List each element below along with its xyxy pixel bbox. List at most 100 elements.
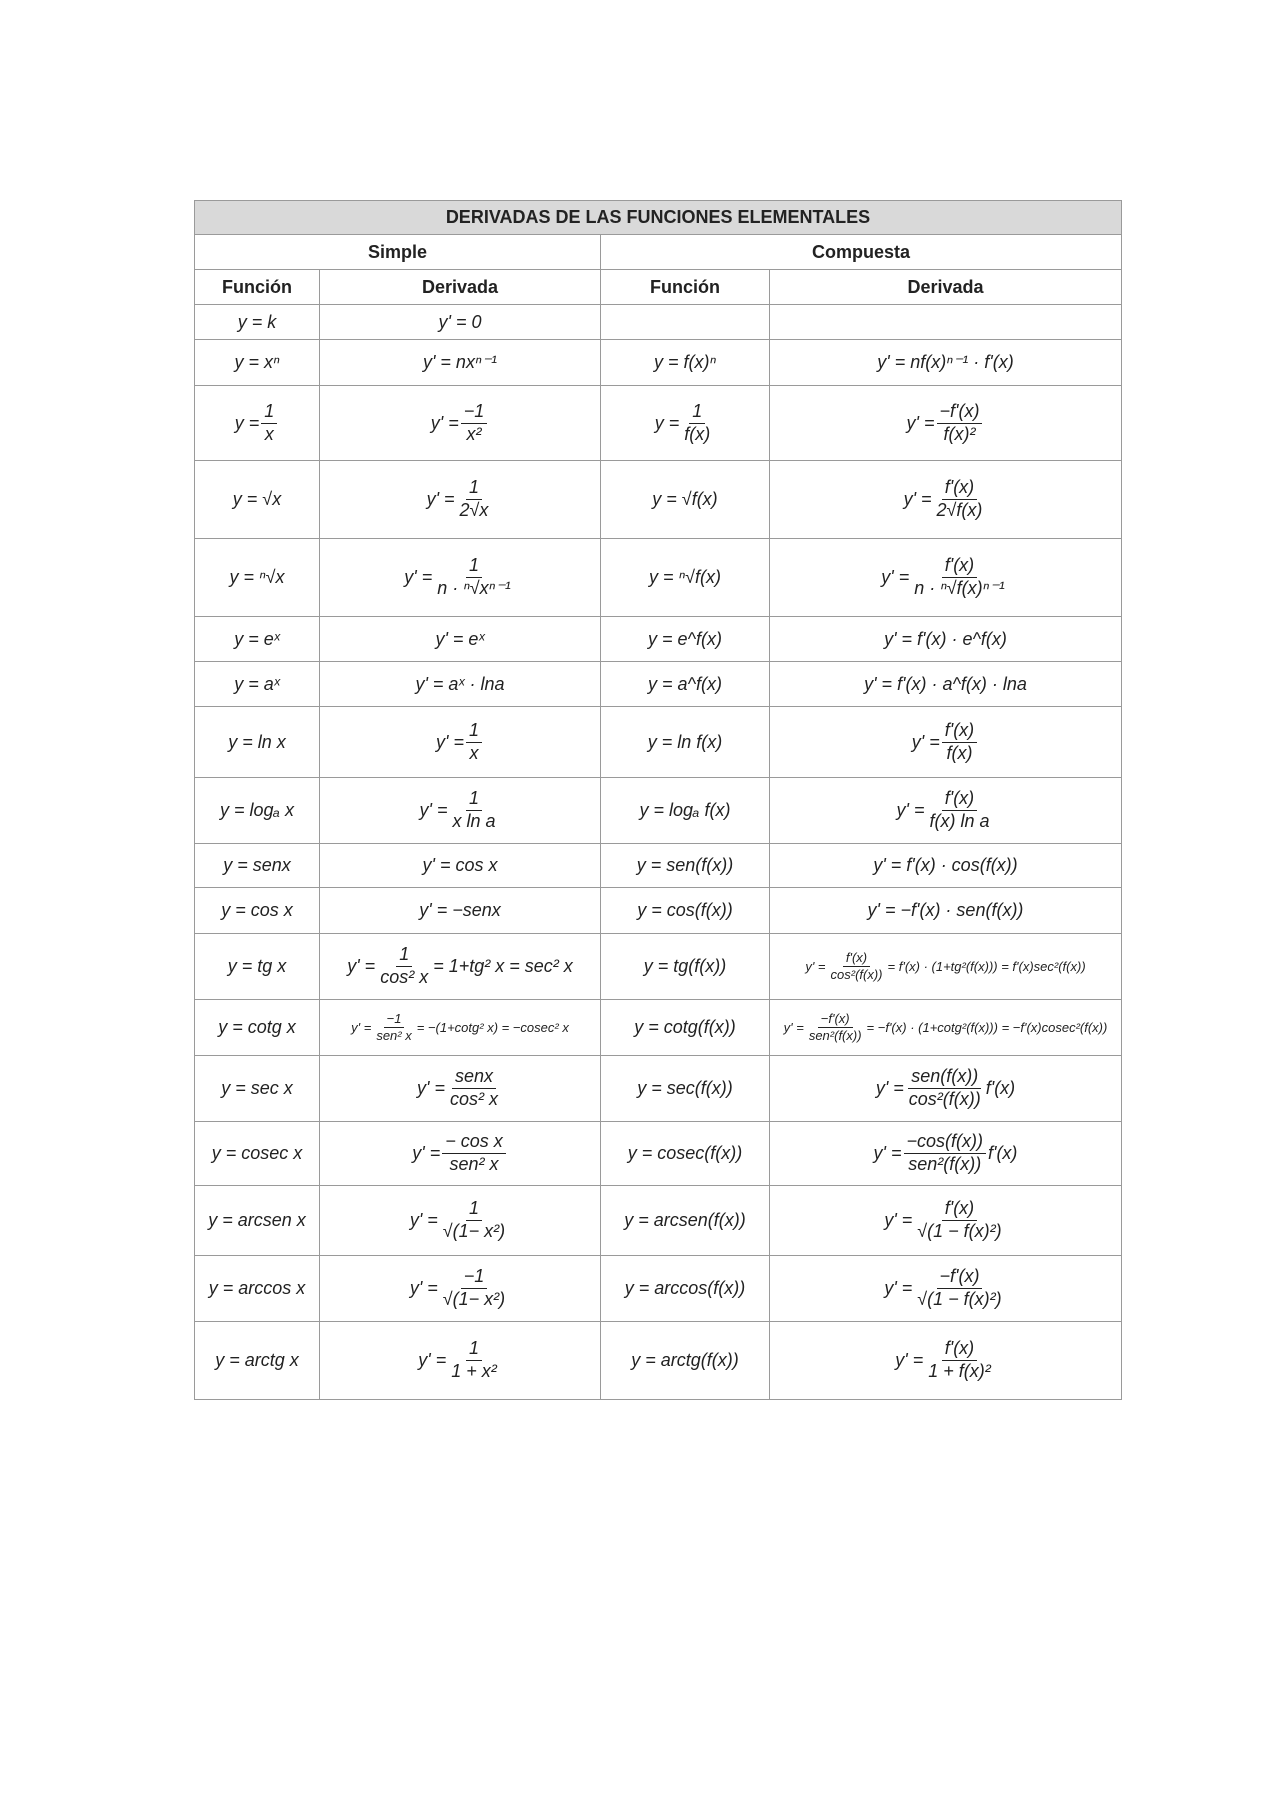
numerator: f'(x) xyxy=(941,788,978,811)
formula: y' = senx cos² x xyxy=(417,1066,503,1110)
formula: y = arctg(f(x)) xyxy=(631,1350,739,1371)
cell-simple-funcion: y = aˣ xyxy=(194,661,320,707)
cell-compuesta-derivada: y' = f'(x) √(1 − f(x)²) xyxy=(769,1185,1122,1256)
formula: y = xⁿ xyxy=(234,352,279,373)
denominator: f(x) ln a xyxy=(929,811,990,831)
formula-lhs: y = ⁿ√f(x) xyxy=(649,567,721,587)
cell-compuesta-funcion: y = sec(f(x)) xyxy=(600,1055,770,1122)
formula-lhs: y' = xyxy=(895,1350,924,1370)
formula: y' = cos x xyxy=(423,855,498,876)
formula: y = a^f(x) xyxy=(648,674,722,695)
formula-lhs: y = cosec(f(x)) xyxy=(627,1143,743,1163)
table-row: y = cotg x y' = −1 sen² x = −(1+cotg² x) = −… xyxy=(194,999,1122,1056)
denominator: 2√f(x) xyxy=(936,500,983,520)
numerator: f'(x) xyxy=(842,950,871,967)
cell-simple-derivada: y' = 0 xyxy=(319,304,601,340)
cell-compuesta-derivada: y' = −f'(x) f(x)² xyxy=(769,385,1122,461)
cell-compuesta-derivada: y' = f'(x) · e^f(x) xyxy=(769,616,1122,662)
cell-simple-derivada: y' = eˣ xyxy=(319,616,601,662)
cell-compuesta-funcion: y = arccos(f(x)) xyxy=(600,1255,770,1322)
col-simple-funcion: Función xyxy=(194,269,320,305)
formula-lhs: y' = aˣ · lna xyxy=(415,673,505,694)
formula: y' = 1 2√x xyxy=(427,477,494,521)
cell-compuesta-funcion: y = logₐ f(x) xyxy=(600,777,770,844)
cell-simple-funcion: y = cos x xyxy=(194,887,320,934)
numerator: −1 xyxy=(460,1266,488,1289)
group-compuesta: Compuesta xyxy=(600,234,1122,270)
formula: y = tg x xyxy=(228,956,287,977)
cell-simple-funcion: y = eˣ xyxy=(194,616,320,662)
formula: y' = eˣ xyxy=(435,629,484,650)
cell-compuesta-derivada: y' = f'(x) 2√f(x) xyxy=(769,460,1122,539)
formula: y = ln x xyxy=(228,732,286,753)
formula-rhs: f'(x) xyxy=(985,1078,1016,1098)
cell-compuesta-derivada: y' = −f'(x) · sen(f(x)) xyxy=(769,887,1122,934)
formula-lhs: y' = xyxy=(436,731,464,752)
numerator: 1 xyxy=(465,1198,482,1221)
cell-simple-funcion: y = arctg x xyxy=(194,1321,320,1400)
fraction: f'(x) f(x) xyxy=(941,720,978,764)
formula-lhs: y = senx xyxy=(223,855,291,875)
denominator: sen² x xyxy=(449,1154,499,1174)
numerator: −f'(x) xyxy=(817,1011,853,1028)
formula-lhs: y = e^f(x) xyxy=(648,628,722,649)
denominator: √(1 − f(x)²) xyxy=(917,1221,1002,1241)
formula: y' = 1 1 + x² xyxy=(418,1338,501,1382)
formula-lhs: y' = xyxy=(347,956,376,976)
formula-lhs: y' = xyxy=(404,567,433,587)
numerator: senx xyxy=(451,1066,496,1089)
table-title: DERIVADAS DE LAS FUNCIONES ELEMENTALES xyxy=(194,200,1122,235)
cell-simple-derivada: y' = cos x xyxy=(319,843,601,888)
formula: y' = f'(x) · a^f(x) · lna xyxy=(864,674,1027,695)
fraction: −1 sen² x xyxy=(373,1011,414,1043)
table-row: y = arcsen x y' = 1 √(1− x²) y = arcsen(f(x)… xyxy=(194,1185,1122,1256)
formula-lhs: y = arctg x xyxy=(215,1350,299,1370)
formula-lhs: y = cos x xyxy=(221,900,293,920)
fraction: f'(x) 1 + f(x)² xyxy=(925,1338,994,1382)
cell-simple-funcion: y = sec x xyxy=(194,1055,320,1122)
formula-lhs: y = sen(f(x)) xyxy=(636,855,734,875)
formula-rhs: = f'(x) · (1+tg²(f(x))) = f'(x)sec²(f(x)… xyxy=(887,959,1086,974)
formula: y' = −f'(x) sen²(f(x)) = −f'(x) · (1+cotg²(… xyxy=(784,1011,1108,1043)
denominator: f(x) xyxy=(946,742,973,763)
cell-simple-funcion: y = ln x xyxy=(194,706,320,778)
cell-simple-funcion: y = k xyxy=(194,304,320,340)
formula-lhs: y' = xyxy=(884,1210,913,1230)
denominator: f(x)² xyxy=(943,423,976,444)
cell-simple-funcion: y = ⁿ√x xyxy=(194,538,320,617)
numerator: 1 xyxy=(465,788,482,811)
formula: y = cos(f(x)) xyxy=(637,900,733,921)
formula: y' = sen(f(x)) cos²(f(x)) f'(x) xyxy=(876,1066,1015,1110)
formula: y = ⁿ√x xyxy=(230,567,285,588)
denominator: √(1 − f(x)²) xyxy=(917,1289,1002,1309)
fraction: −cos(f(x)) sen²(f(x)) xyxy=(903,1131,986,1175)
denominator: sen²(f(x)) xyxy=(808,1028,862,1043)
cell-compuesta-funcion: y = sen(f(x)) xyxy=(600,843,770,888)
formula-lhs: y = sec x xyxy=(221,1078,293,1098)
formula: y' = f'(x) √(1 − f(x)²) xyxy=(884,1198,1006,1242)
formula-lhs: y = aˣ xyxy=(234,673,280,694)
numerator: f'(x) xyxy=(941,1338,978,1361)
cell-compuesta-funcion: y = arcsen(f(x)) xyxy=(600,1185,770,1256)
formula: y' = 1 x xyxy=(436,720,484,764)
cell-compuesta-derivada: y' = −f'(x) √(1 − f(x)²) xyxy=(769,1255,1122,1322)
formula: y' = −cos(f(x)) sen²(f(x)) f'(x) xyxy=(874,1131,1018,1175)
table-row: y = cos x y' = −senx y = cos(f(x)) y' = −f'… xyxy=(194,887,1122,934)
formula-lhs: y' = −senx xyxy=(419,900,501,920)
formula: y' = f'(x) n · ⁿ√f(x)ⁿ⁻¹ xyxy=(881,555,1009,599)
formula-lhs: y' = xyxy=(884,1278,913,1298)
cell-simple-funcion: y = √x xyxy=(194,460,320,539)
denominator: 2√x xyxy=(459,500,489,520)
formula-lhs: y' = f'(x) · cos(f(x)) xyxy=(873,855,1018,875)
cell-compuesta-funcion xyxy=(600,304,770,340)
formula-lhs: y = xyxy=(654,412,680,433)
cell-simple-funcion: y = arccos x xyxy=(194,1255,320,1322)
fraction: − cos x sen² x xyxy=(442,1131,506,1175)
derivatives-table: DERIVADAS DE LAS FUNCIONES ELEMENTALES S… xyxy=(194,200,1122,1400)
col-compuesta-derivada: Derivada xyxy=(769,269,1122,305)
formula-lhs: y = ln x xyxy=(228,731,286,752)
formula: y' = f'(x) · e^f(x) xyxy=(884,629,1007,650)
